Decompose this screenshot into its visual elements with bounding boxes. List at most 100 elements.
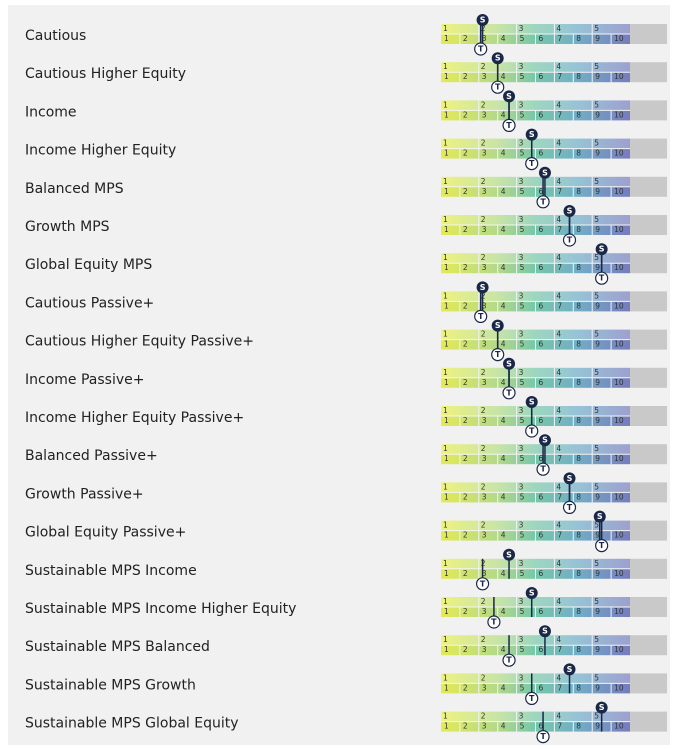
scale-label: 5	[594, 635, 599, 644]
scale-label: 1	[444, 454, 449, 463]
scale-label: 5	[520, 378, 525, 387]
t-label: T	[478, 312, 484, 321]
scale-label: 1	[443, 100, 448, 109]
t-label: T	[540, 732, 546, 741]
t-marker	[562, 500, 577, 514]
scale-label: 7	[557, 263, 562, 272]
t-marker	[475, 577, 490, 591]
scale-label: 9	[595, 569, 600, 578]
scale-tail	[630, 673, 667, 694]
scale-label: 2	[481, 673, 486, 682]
scale-label: 4	[556, 330, 561, 339]
t-marker	[502, 386, 516, 400]
t-marker	[536, 729, 550, 744]
scale-tail	[630, 558, 667, 579]
t-label: T	[540, 197, 546, 206]
scale-label: 3	[519, 444, 524, 453]
scale-label: 9	[595, 454, 600, 463]
scale-label: 2	[463, 72, 468, 81]
scale-label: 6	[539, 416, 544, 425]
scale-top	[441, 673, 630, 684]
t-label: T	[506, 121, 512, 130]
scale-label: 1	[444, 187, 449, 196]
s-label: S	[495, 321, 501, 330]
scale-label: 9	[595, 645, 600, 654]
scale-label: 5	[594, 330, 599, 339]
scale-label: 8	[576, 569, 581, 578]
scale-label: 5	[520, 72, 525, 81]
scale-label: 5	[594, 521, 599, 530]
scale-label: 9	[595, 149, 600, 158]
row: Sustainable MPS Global Equity 1 2 3 4 51 2 3 4 5 6…	[25, 701, 667, 744]
scale-label: 7	[557, 149, 562, 158]
scale-label: 4	[556, 635, 561, 644]
scale-label: 5	[520, 149, 525, 158]
scale-label: 1	[443, 177, 448, 186]
s-label: S	[542, 627, 548, 636]
scale-tail	[630, 291, 667, 312]
scale-label: 3	[482, 722, 487, 731]
scale-label: 9	[595, 301, 600, 310]
scale-label: 2	[481, 712, 486, 721]
row-name: Income Passive+	[25, 372, 144, 388]
scale-label: 5	[520, 683, 525, 692]
t-label: T	[480, 579, 486, 588]
row-name: Sustainable MPS Balanced	[25, 639, 210, 655]
scale-label: 5	[520, 301, 525, 310]
scale-label: 3	[482, 301, 487, 310]
scale-label: 10	[614, 34, 624, 43]
t-marker	[491, 80, 505, 94]
scale-tail	[630, 176, 667, 197]
scale-label: 9	[595, 531, 600, 540]
row-name: Income	[25, 104, 77, 120]
row-name: Income Higher Equity	[25, 143, 176, 159]
scale-label: 9	[595, 722, 600, 731]
scale-label: 9	[595, 378, 600, 387]
s-label: S	[542, 436, 548, 445]
scale-label: 3	[482, 607, 487, 616]
row: Income Higher Equity Passive+ 1 2 3 4 51 2 3 4 5 6…	[25, 396, 667, 438]
scale-top	[441, 367, 630, 378]
scale-label: 3	[519, 291, 524, 300]
scale-label: 8	[576, 187, 581, 196]
s-marker	[503, 90, 516, 103]
scale-tail	[630, 253, 667, 274]
scale-label: 1	[444, 301, 449, 310]
scale-label: 7	[557, 531, 562, 540]
scale-label: 3	[519, 330, 524, 339]
t-label: T	[529, 159, 535, 168]
scale-label: 8	[576, 225, 581, 234]
row-name: Sustainable MPS Growth	[25, 677, 196, 693]
row-name: Global Equity MPS	[25, 257, 152, 273]
scale-label: 6	[539, 683, 544, 692]
scale-label: 5	[520, 454, 525, 463]
scale-label: 1	[443, 291, 448, 300]
scale-label: 7	[557, 72, 562, 81]
scale-label: 3	[482, 34, 487, 43]
scale-label: 5	[520, 607, 525, 616]
scale-label: 1	[444, 225, 449, 234]
scale-label: 3	[519, 673, 524, 682]
scale-label: 2	[463, 683, 468, 692]
t-label: T	[478, 45, 484, 54]
s-marker	[525, 128, 538, 141]
scale-label: 9	[595, 187, 600, 196]
s-marker	[563, 205, 576, 217]
scale-label: 4	[556, 482, 561, 491]
scale-label: 7	[557, 492, 562, 501]
scale-label: 6	[539, 187, 544, 196]
scale-label: 3	[482, 225, 487, 234]
scale-label: 5	[520, 187, 525, 196]
scale-label: 4	[501, 340, 506, 349]
scale-label: 1	[443, 62, 448, 71]
scale-label: 4	[556, 100, 561, 109]
scale-label: 6	[539, 378, 544, 387]
scale-label: 2	[481, 444, 486, 453]
t-marker	[474, 42, 488, 56]
scale-label: 7	[557, 454, 562, 463]
scale-label: 10	[614, 378, 624, 387]
